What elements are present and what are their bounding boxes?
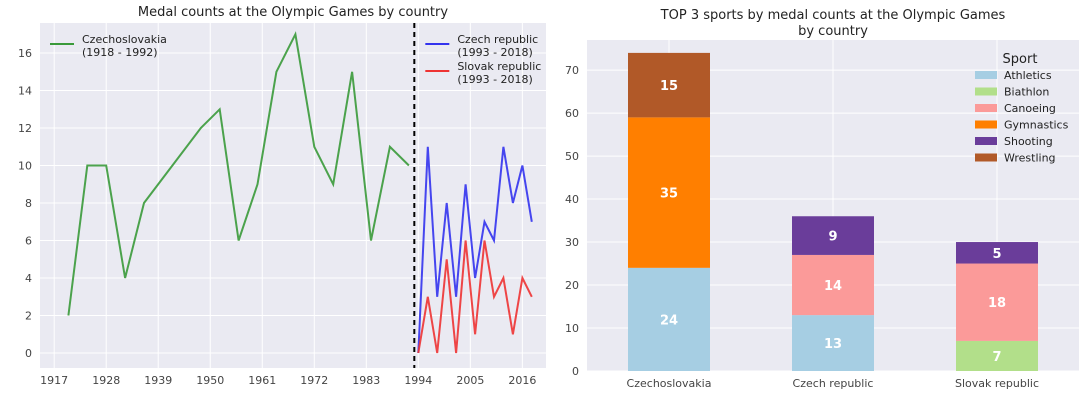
y-tick-label: 4 <box>25 272 32 285</box>
bar-segment <box>792 216 874 255</box>
legend-label: Shooting <box>1004 135 1053 148</box>
legend-label: Canoeing <box>1004 102 1056 115</box>
bar-segment <box>792 315 874 371</box>
y-tick-label: 0 <box>25 347 32 360</box>
x-tick-label: 1917 <box>40 374 68 387</box>
x-tick-label: Czechoslovakia <box>627 377 712 390</box>
bar-segment <box>956 263 1038 341</box>
chart-title-left: Medal counts at the Olympic Games by cou… <box>138 5 448 20</box>
x-tick-label: Czech republic <box>793 377 874 390</box>
y-tick-label: 60 <box>565 107 579 120</box>
x-tick-label: Slovak republic <box>955 377 1039 390</box>
chart-title-right: TOP 3 sports by medal counts at the Olym… <box>660 8 1006 39</box>
bar-value-label: 14 <box>824 279 842 294</box>
legend-label: Wrestling <box>1004 152 1056 165</box>
bar-segment <box>628 117 710 268</box>
bar-segment <box>792 254 874 316</box>
y-tick-label: 0 <box>572 365 579 378</box>
x-tick-label: 1961 <box>248 374 276 387</box>
legend-label: Gymnastics <box>1004 119 1069 132</box>
legend-swatch <box>975 87 997 96</box>
bar-value-label: 35 <box>660 187 678 202</box>
y-tick-label: 70 <box>565 64 579 77</box>
bar-value-label: 15 <box>660 79 678 94</box>
bar-segment <box>956 340 1038 371</box>
plot-area-left <box>40 23 546 368</box>
legend-label: Czechoslovakia (1918 - 1992) <box>82 33 167 59</box>
bar-value-label: 5 <box>992 247 1001 262</box>
y-tick-label: 50 <box>565 150 579 163</box>
legend-label: Slovak republic (1993 - 2018) <box>457 60 541 86</box>
bar-value-label: 9 <box>828 230 837 245</box>
legend-title: Sport <box>1003 52 1038 67</box>
legend-swatch <box>975 137 997 145</box>
x-tick-label: 1939 <box>144 374 172 387</box>
x-tick-label: 1972 <box>300 374 328 387</box>
legend-swatch <box>975 104 997 112</box>
y-tick-label: 14 <box>18 85 32 98</box>
y-tick-label: 8 <box>25 197 32 210</box>
x-tick-label: 2016 <box>508 374 536 387</box>
legend-label: Athletics <box>1004 69 1052 82</box>
series-line <box>67 31 410 316</box>
bar-value-label: 7 <box>992 350 1001 365</box>
y-tick-label: 16 <box>18 47 32 60</box>
bar-value-label: 24 <box>660 313 678 328</box>
x-tick-label: 2005 <box>456 374 484 387</box>
series-line <box>417 240 533 354</box>
y-tick-label: 10 <box>565 322 579 335</box>
y-tick-label: 2 <box>25 310 32 323</box>
x-tick-label: 1983 <box>352 374 380 387</box>
legend-swatch <box>975 120 997 129</box>
bar-value-label: 13 <box>824 337 842 352</box>
legend-swatch <box>975 153 997 162</box>
y-tick-label: 6 <box>25 235 32 248</box>
x-tick-label: 1928 <box>92 374 120 387</box>
x-tick-label: 1950 <box>196 374 224 387</box>
bar-segment <box>956 242 1038 264</box>
x-tick-label: 1994 <box>404 374 432 387</box>
bar-segment <box>628 52 710 118</box>
y-tick-label: 12 <box>18 122 32 135</box>
y-tick-label: 40 <box>565 193 579 206</box>
legend-label: Biathlon <box>1004 86 1049 99</box>
legend-swatch <box>975 71 997 79</box>
bar-value-label: 18 <box>988 296 1006 311</box>
legend-label: Czech republic (1993 - 2018) <box>457 33 538 59</box>
bar-segment <box>628 267 710 371</box>
y-tick-label: 30 <box>565 236 579 249</box>
y-tick-label: 10 <box>18 160 32 173</box>
series-line <box>417 146 533 354</box>
y-tick-label: 20 <box>565 279 579 292</box>
